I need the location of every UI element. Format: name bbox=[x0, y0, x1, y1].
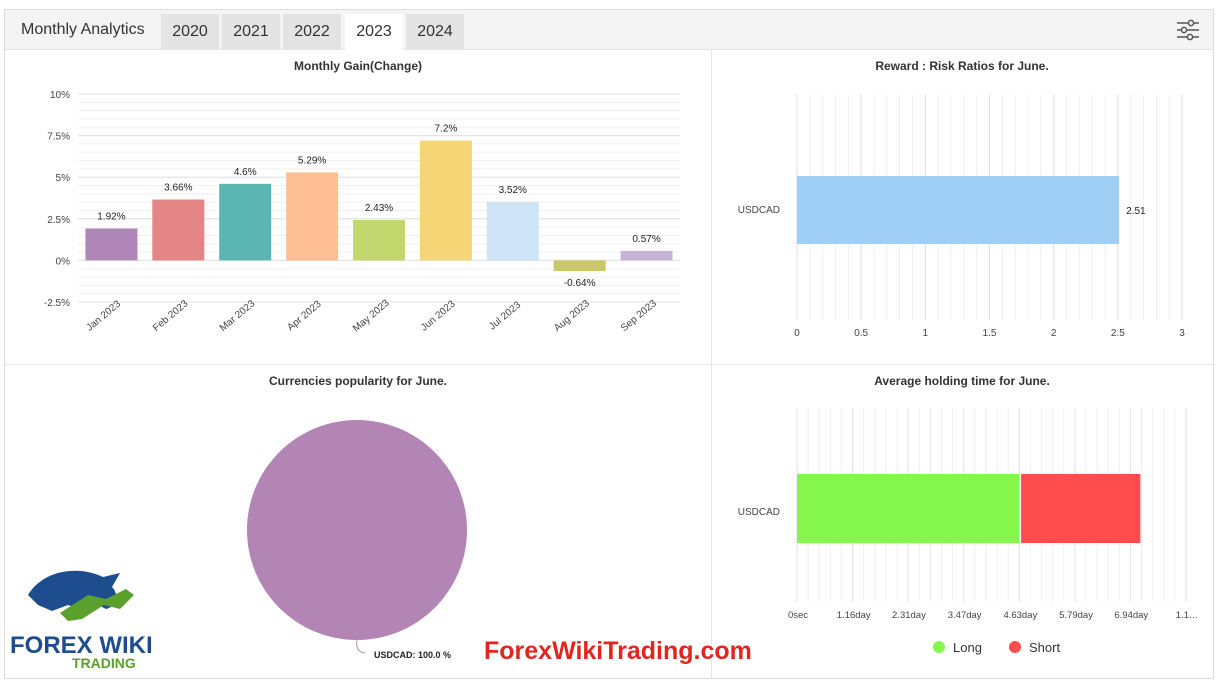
x-tick-label: 4.63day bbox=[1003, 610, 1037, 621]
bar-data-label: 7.2% bbox=[434, 124, 457, 135]
x-tick-label: 2.31day bbox=[892, 610, 926, 621]
y-tick-label: 2.5% bbox=[47, 215, 70, 226]
bar bbox=[797, 176, 1120, 244]
x-tick-label: Jan 2023 bbox=[85, 298, 124, 333]
legend-item-short[interactable]: Short bbox=[1009, 640, 1060, 655]
bar bbox=[219, 183, 272, 261]
reward-risk-chart: 0 0.5 1 1.5 2 2.5 3 USDCAD 2.51 bbox=[738, 94, 1185, 339]
tab-2021[interactable]: 2021 bbox=[222, 14, 280, 50]
x-tick-label: Jul 2023 bbox=[487, 299, 523, 332]
watermark-site-text: ForexWikiTrading.com bbox=[484, 637, 752, 665]
tab-2024[interactable]: 2024 bbox=[406, 14, 464, 50]
x-tick-label: Aug 2023 bbox=[552, 298, 592, 334]
bar-data-label: 4.6% bbox=[234, 167, 257, 178]
tab-2020[interactable]: 2020 bbox=[161, 14, 219, 50]
bar bbox=[419, 140, 472, 261]
x-tick-label: 1 bbox=[923, 328, 929, 339]
bar-segment bbox=[797, 474, 1021, 543]
holding-time-chart: 0sec 1.16day 2.31day 3.47day 4.63day 5.79day 6… bbox=[738, 408, 1199, 621]
x-tick-label: 3.47day bbox=[948, 610, 982, 621]
bar-data-label: 2.51 bbox=[1126, 206, 1146, 217]
bar bbox=[353, 219, 405, 261]
svg-text:TRADING: TRADING bbox=[72, 655, 136, 670]
bar-data-label: 5.29% bbox=[298, 155, 326, 166]
y-tick-label: 5% bbox=[56, 173, 71, 184]
y-category-label: USDCAD bbox=[738, 205, 780, 216]
bar bbox=[620, 250, 673, 261]
sliders-icon[interactable] bbox=[1175, 17, 1201, 43]
bar-data-label: -0.64% bbox=[564, 278, 596, 289]
x-tick-label: 2 bbox=[1051, 328, 1057, 339]
pie-slice bbox=[247, 420, 467, 640]
x-tick-label: 3 bbox=[1179, 328, 1185, 339]
pie-label-connector bbox=[356, 639, 366, 654]
forexwiki-logo: FOREX WIKI TRADING bbox=[8, 565, 158, 675]
popularity-pie-chart: USDCAD: 100.0 % bbox=[247, 420, 467, 660]
bar-data-label: 0.57% bbox=[632, 234, 660, 245]
bar bbox=[553, 260, 606, 272]
x-tick-label: Sep 2023 bbox=[619, 298, 659, 334]
panel-divider-horizontal bbox=[5, 364, 1213, 365]
x-tick-label: 1.16day bbox=[837, 610, 871, 621]
analytics-widget: Monthly Analytics 2020 2021 2022 2023 20… bbox=[4, 9, 1214, 679]
bar bbox=[152, 199, 205, 261]
x-tick-label: 5.79day bbox=[1059, 610, 1093, 621]
tab-2023[interactable]: 2023 bbox=[345, 14, 403, 50]
x-tick-label: May 2023 bbox=[351, 297, 392, 334]
bar-segment bbox=[1020, 474, 1141, 543]
legend-label-short: Short bbox=[1029, 640, 1061, 655]
x-tick-label: Mar 2023 bbox=[218, 298, 258, 334]
y-category-label: USDCAD bbox=[738, 507, 780, 518]
reward-risk-title: Reward : Risk Ratios for June. bbox=[875, 59, 1049, 73]
legend-item-long[interactable]: Long bbox=[933, 640, 982, 655]
monthly-gain-title: Monthly Gain(Change) bbox=[294, 59, 422, 73]
pie-data-label: USDCAD: 100.0 % bbox=[374, 650, 451, 660]
bar-data-label: 1.92% bbox=[97, 211, 125, 222]
bar bbox=[486, 201, 539, 261]
x-tick-label: 2.5 bbox=[1111, 328, 1125, 339]
bar-data-label: 2.43% bbox=[365, 203, 393, 214]
legend-label-long: Long bbox=[953, 640, 982, 655]
y-tick-label: 7.5% bbox=[47, 132, 70, 143]
tab-2022[interactable]: 2022 bbox=[283, 14, 341, 50]
monthly-gain-chart: 10% 7.5% 5% 2.5% 0% -2.5% 1.92% Jan 2023 3.66% Fe… bbox=[44, 90, 680, 334]
y-tick-label: 10% bbox=[50, 90, 70, 101]
x-tick-label: Feb 2023 bbox=[151, 298, 191, 334]
analytics-header: Monthly Analytics 2020 2021 2022 2023 20… bbox=[5, 10, 1213, 50]
x-tick-label: 1.1… bbox=[1176, 610, 1199, 621]
x-tick-label: Jun 2023 bbox=[419, 298, 458, 333]
x-tick-label: 6.94day bbox=[1114, 610, 1148, 621]
legend-dot-short bbox=[1009, 641, 1021, 653]
widget-title: Monthly Analytics bbox=[21, 21, 145, 38]
bar bbox=[85, 228, 138, 261]
y-tick-label: -2.5% bbox=[44, 298, 70, 309]
popularity-title: Currencies popularity for June. bbox=[268, 374, 448, 388]
bar-data-label: 3.52% bbox=[499, 185, 527, 196]
x-tick-label: Apr 2023 bbox=[285, 299, 323, 334]
bar-data-label: 3.66% bbox=[164, 182, 192, 193]
x-tick-label: 1.5 bbox=[983, 328, 997, 339]
legend-dot-long bbox=[933, 641, 945, 653]
x-tick-label: 0.5 bbox=[854, 328, 868, 339]
x-tick-label: 0sec bbox=[788, 610, 808, 621]
bar bbox=[286, 172, 339, 261]
holding-title: Average holding time for June. bbox=[874, 374, 1050, 388]
svg-text:FOREX WIKI: FOREX WIKI bbox=[10, 632, 153, 659]
x-tick-label: 0 bbox=[794, 328, 800, 339]
y-tick-label: 0% bbox=[56, 256, 71, 267]
